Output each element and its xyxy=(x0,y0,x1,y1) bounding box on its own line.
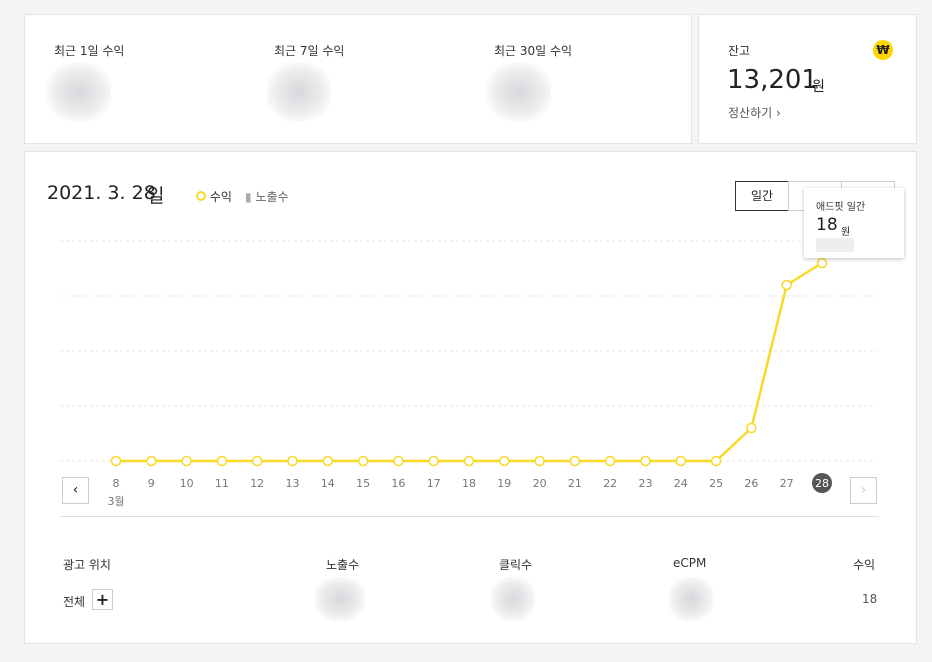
tooltip-unit: 원 xyxy=(841,227,851,238)
balance-card: 잔고 ₩ 13,201 원 정산하기 › xyxy=(698,14,917,144)
next-button[interactable]: › xyxy=(850,477,877,504)
settle-link[interactable]: 정산하기 › xyxy=(728,106,781,120)
balance-amount: 13,201 xyxy=(727,65,818,95)
summary-label: 최근 7일 수익 xyxy=(274,44,345,58)
separator xyxy=(61,516,879,517)
legend-label: 수익 xyxy=(209,190,232,204)
expand-button[interactable]: + xyxy=(92,589,113,610)
tooltip: 애드핏 일간 18 원 xyxy=(804,188,904,258)
blurred-value xyxy=(267,63,331,121)
chart-date: 2021. 3. 28 xyxy=(47,182,156,204)
blurred-value xyxy=(315,577,365,621)
balance-title: 잔고 xyxy=(728,44,751,58)
row-revenue: 18 xyxy=(862,592,878,606)
table-header: 광고 위치 xyxy=(63,558,111,572)
row-label: 전체 xyxy=(63,595,86,609)
chart-day: 일 xyxy=(147,185,165,207)
balance-unit: 원 xyxy=(812,79,825,95)
tooltip-title: 애드핏 일간 xyxy=(816,202,866,213)
settle-link-text[interactable]: 정산하기 xyxy=(728,106,773,120)
blurred-value xyxy=(487,63,551,121)
chart-card: 2021. 3. 28 일 수익 ▮ 노출수 일간 ‹ › 광고 위치 노출수 … xyxy=(24,151,917,644)
blurred-value xyxy=(669,577,713,621)
table-header: 노출수 xyxy=(326,558,360,572)
blurred-value xyxy=(816,238,854,252)
legend-label: 노출수 xyxy=(255,190,289,204)
won-icon: ₩ xyxy=(873,40,893,60)
table-header: 클릭수 xyxy=(499,558,533,572)
legend-item: 수익 xyxy=(196,188,232,205)
tab-daily[interactable]: 일간 xyxy=(735,181,789,211)
table-header: eCPM xyxy=(673,556,707,570)
legend-item: ▮ 노출수 xyxy=(245,190,289,204)
blurred-value xyxy=(47,63,111,121)
summary-label: 최근 1일 수익 xyxy=(54,44,125,58)
tooltip-value: 18 xyxy=(816,215,838,235)
prev-button[interactable]: ‹ xyxy=(62,477,89,504)
table-header: 수익 xyxy=(853,558,876,572)
summary-card: 최근 1일 수익 최근 7일 수익 최근 30일 수익 xyxy=(24,14,692,144)
blurred-value xyxy=(491,577,535,621)
summary-label: 최근 30일 수익 xyxy=(494,44,573,58)
